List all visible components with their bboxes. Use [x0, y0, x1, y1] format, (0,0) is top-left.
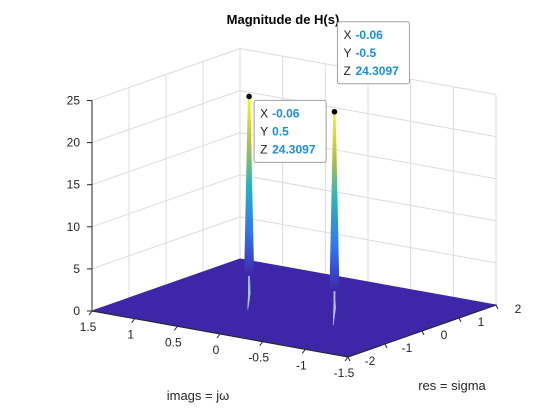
- datatip-value: -0.06: [355, 28, 383, 42]
- datatip-key: Z: [343, 64, 350, 78]
- y-tick-mark: [88, 310, 93, 316]
- x-tick-mark: [421, 330, 425, 336]
- x-axis-label: res = sigma: [418, 378, 486, 393]
- y-tick-label: 1: [127, 328, 134, 342]
- datatip-box: X -0.06 Y 0.5 Z 24.3097: [253, 99, 327, 163]
- x-tick-mark: [347, 356, 351, 362]
- z-tick-label: 20: [67, 136, 81, 150]
- y-tick-label: -1: [296, 358, 307, 372]
- tick-labels: -2 -1 0 1 2 1.5 1 0.5 0 -0.5 -1 -1.5 0 5 10 15 20 25: [67, 94, 522, 381]
- grid-line: [91, 132, 241, 186]
- datatip-key: Y: [343, 46, 351, 60]
- datatip-key: X: [260, 106, 268, 120]
- y-tick-label: 1.5: [80, 320, 97, 334]
- x-tick-label: 2: [515, 302, 522, 316]
- y-axis-label: imags = jω: [167, 388, 230, 403]
- z-tick-label: 25: [67, 94, 81, 108]
- z-tick-label: 0: [73, 304, 80, 318]
- datatip-value: 24.3097: [355, 64, 399, 78]
- z-tick-label: 15: [67, 178, 81, 192]
- spike-body: [244, 96, 255, 276]
- datatip-marker: [331, 108, 338, 115]
- datatip-value: -0.5: [355, 46, 376, 60]
- x-tick-mark: [495, 304, 499, 310]
- y-tick-mark: [173, 326, 178, 331]
- datatips: X -0.06 Y 0.5 Z 24.3097 X -0.06 Y -0.5 Z 24.3097: [253, 21, 410, 163]
- z-tick-label: 5: [73, 262, 80, 276]
- y-tick-label: 0.5: [165, 335, 182, 349]
- datatip-value: 24.3097: [272, 142, 316, 156]
- datatip-key: X: [343, 28, 351, 42]
- x-tick-label: -2: [365, 354, 376, 368]
- surface-peak: [329, 108, 340, 326]
- spike-body: [329, 111, 340, 292]
- chart-title: Magnitude de H(s): [227, 12, 340, 27]
- grid-line: [91, 174, 241, 228]
- surface-floor: [90, 258, 498, 358]
- grid-line: [239, 174, 497, 222]
- y-tick-label: -0.5: [248, 351, 269, 365]
- datatip-frame: [253, 99, 327, 163]
- z-tick-label: 10: [67, 220, 81, 234]
- grid-line: [91, 48, 241, 101]
- datatip-box: X -0.06 Y -0.5 Z 24.3097: [336, 21, 410, 85]
- grid-line: [239, 216, 497, 264]
- y-tick-label: -1.5: [334, 366, 355, 380]
- grid-line: [91, 216, 241, 270]
- grid-line: [91, 90, 241, 144]
- y-tick-mark: [259, 341, 264, 346]
- x-tick-label: -1: [402, 341, 413, 355]
- datatip-key: Y: [260, 124, 268, 138]
- datatip-frame: [336, 21, 410, 85]
- y-tick-mark: [216, 333, 221, 339]
- datatip-value: -0.06: [272, 106, 300, 120]
- grid-line: [239, 90, 497, 138]
- y-tick-mark: [344, 356, 349, 362]
- surface-peak: [244, 93, 255, 310]
- y-tick-mark: [131, 318, 136, 323]
- datatip-marker: [246, 93, 252, 100]
- x-tick-mark: [384, 343, 388, 349]
- y-tick-label: 0: [213, 343, 220, 357]
- x-tick-label: 1: [478, 315, 485, 329]
- datatip-value: 0.5: [272, 124, 289, 138]
- x-tick-label: 0: [441, 328, 448, 342]
- x-tick-mark: [458, 317, 462, 323]
- y-tick-mark: [301, 349, 306, 354]
- datatip-key: Z: [260, 142, 267, 156]
